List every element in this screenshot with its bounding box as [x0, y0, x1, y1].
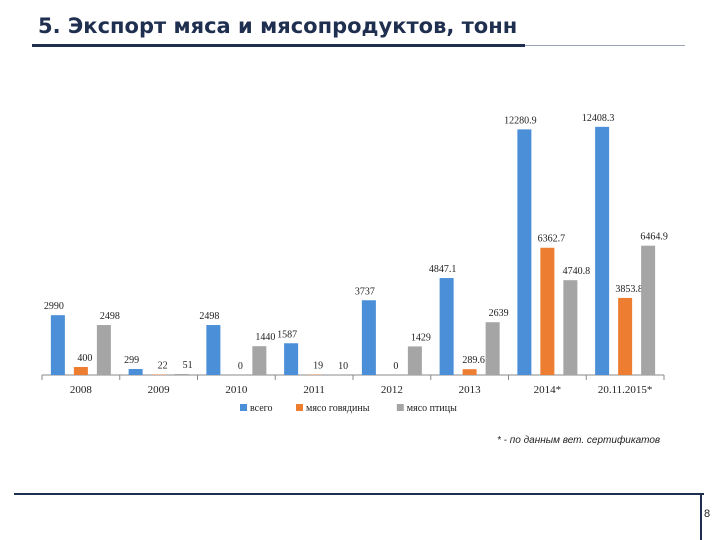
legend-label: всего — [250, 403, 273, 414]
data-label: 2990 — [44, 301, 64, 312]
x-tick-label: 2014* — [534, 384, 562, 396]
bar-всего-2009 — [128, 369, 143, 375]
page-number: 8 — [704, 508, 711, 520]
export-bar-chart: 2990 400 2498 2008 299 22 51 2009 2498 0 1440 2010 1… — [41, 113, 668, 414]
legend-swatch — [396, 404, 404, 411]
bar-всего-2008 — [50, 315, 65, 375]
bar-мясо-птицы-2014* — [563, 280, 578, 375]
data-label: 0 — [393, 361, 398, 372]
data-label: 1440 — [255, 332, 275, 343]
data-label: 1429 — [411, 332, 431, 343]
x-tick-label: 2012 — [381, 384, 403, 396]
bar-всего-2012 — [361, 300, 376, 375]
data-label: 22 — [158, 361, 168, 372]
bar-мясо-птицы-20.11.2015* — [641, 245, 656, 375]
title-underline — [32, 44, 525, 47]
data-label: 400 — [77, 353, 92, 364]
data-label: 2639 — [489, 308, 509, 319]
legend-label: мясо птицы — [407, 403, 457, 414]
data-label: 12408.3 — [582, 113, 615, 124]
data-label: 3853.8 — [615, 284, 643, 295]
x-tick-label: 2010 — [225, 384, 248, 396]
data-label: 2498 — [100, 311, 120, 322]
bar-всего-2011 — [284, 343, 299, 375]
bar-всего-2010 — [206, 325, 221, 375]
title-underline-thin — [525, 45, 685, 46]
x-tick-label: 2009 — [148, 384, 171, 396]
bar-всего-20.11.2015* — [595, 126, 610, 375]
bar-мясо-говядины-20.11.2015* — [618, 297, 633, 375]
bar-мясо-говядины-2014* — [540, 247, 555, 375]
bar-мясо-птицы-2009 — [174, 373, 189, 375]
bar-мясо-птицы-2012 — [407, 346, 422, 375]
data-label: 2498 — [199, 311, 219, 322]
bottom-rule-vertical — [700, 493, 702, 540]
data-label: 4847.1 — [429, 264, 457, 275]
data-label: 6362.7 — [538, 234, 566, 245]
x-tick-label: 2013 — [459, 384, 482, 396]
data-label: 4740.8 — [563, 266, 591, 277]
bar-мясо-говядины-2013 — [462, 369, 477, 375]
data-label: 0 — [238, 361, 243, 372]
bar-всего-2013 — [439, 278, 454, 375]
data-label: 299 — [124, 355, 139, 366]
legend-label: мясо говядины — [306, 403, 370, 414]
data-label: 19 — [313, 361, 323, 372]
page-title: 5. Экспорт мяса и мясопродуктов, тонн — [38, 14, 518, 38]
data-label: 6464.9 — [640, 232, 668, 243]
legend-swatch — [296, 404, 303, 411]
data-label: 1587 — [277, 329, 297, 340]
bar-мясо-птицы-2010 — [252, 346, 267, 375]
x-tick-label: 2011 — [303, 384, 325, 396]
data-label: 51 — [183, 360, 193, 371]
x-tick-label: 20.11.2015* — [598, 384, 653, 396]
data-label: 12280.9 — [504, 115, 537, 126]
footnote: * - по данным вет. сертификатов — [497, 435, 661, 446]
x-tick-label: 2008 — [70, 384, 93, 396]
bar-мясо-птицы-2013 — [485, 322, 500, 375]
legend-swatch — [240, 404, 247, 411]
bar-всего-2014* — [517, 129, 532, 375]
bar-мясо-птицы-2008 — [96, 325, 111, 375]
data-label: 10 — [338, 361, 348, 372]
bottom-rule — [14, 493, 704, 495]
data-label: 289.6 — [462, 355, 485, 366]
data-label: 3737 — [355, 286, 375, 297]
bar-мясо-говядины-2008 — [73, 367, 88, 375]
